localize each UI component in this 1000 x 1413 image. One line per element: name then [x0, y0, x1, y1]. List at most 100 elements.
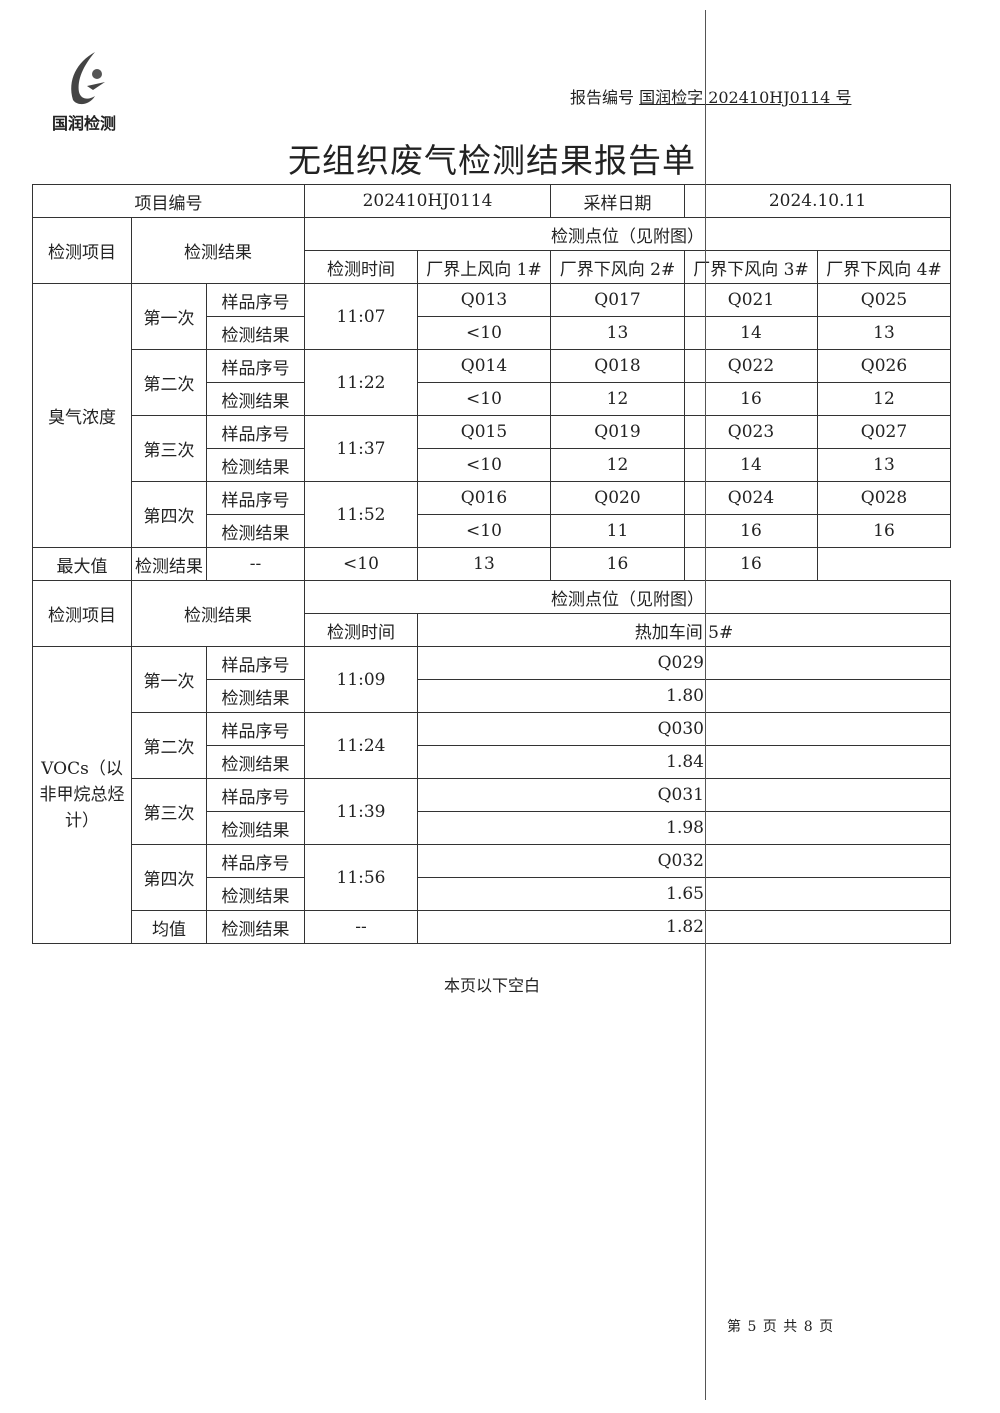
result-value: 13: [817, 316, 951, 350]
round-label: 第三次: [131, 778, 207, 845]
result-value: 16: [684, 382, 818, 416]
table-row: 检测结果 <10 12 14 13: [33, 448, 951, 482]
time-value: 11:56: [304, 844, 418, 911]
max-value: 16: [550, 547, 685, 581]
sample-id: Q013: [417, 283, 551, 317]
time-value: 11:39: [304, 778, 418, 845]
item-header: 检测项目: [32, 217, 132, 284]
sample-id: Q030: [417, 712, 951, 746]
table-row: 第四次 样品序号 11:56 Q032: [33, 844, 951, 911]
table-row: 检测时间 热加车间 5#: [33, 613, 951, 647]
mean-value: 1.82: [417, 910, 951, 944]
table-row: 检测项目 检测结果 检测点位（见附图）: [32, 217, 951, 284]
item-name: 臭气浓度: [32, 283, 132, 548]
sample-label: 样品序号: [206, 481, 305, 515]
sample-id: Q022: [684, 349, 818, 383]
item-header: 检测项目: [32, 580, 132, 647]
result-label: 检测结果: [206, 679, 305, 713]
sampling-date-label: 采样日期: [550, 184, 685, 218]
sample-label: 样品序号: [206, 778, 305, 812]
sampling-date-value: 2024.10.11: [684, 184, 951, 218]
round-label: 第二次: [131, 349, 207, 416]
result-label: 检测结果: [206, 811, 305, 845]
result-label: 检测结果: [206, 514, 305, 548]
table-row: 检测结果 1.65: [33, 877, 951, 911]
point-header: 厂界上风向 1#: [417, 250, 551, 284]
result-label: 检测结果: [131, 547, 207, 581]
result-value: 1.84: [417, 745, 951, 779]
sample-label: 样品序号: [206, 349, 305, 383]
sample-id: Q017: [550, 283, 685, 317]
result-value: <10: [417, 382, 551, 416]
report-number-value: 国润检字 202410HJ0114 号: [639, 88, 852, 107]
result-value: 11: [550, 514, 685, 548]
sample-id: Q016: [417, 481, 551, 515]
table-row: 检测结果 <10 12 16 12: [33, 382, 951, 416]
round-label: 第一次: [131, 646, 207, 713]
sample-label: 样品序号: [206, 844, 305, 878]
result-value: 16: [684, 514, 818, 548]
results-table: 项目编号 202410HJ0114 采样日期 2024.10.11 检测项目 检测结果 检测…: [32, 184, 951, 944]
result-value: 14: [684, 316, 818, 350]
result-value: 12: [550, 448, 685, 482]
result-value: 13: [550, 316, 685, 350]
result-header: 检测结果: [131, 217, 305, 284]
sample-id: Q020: [550, 481, 685, 515]
max-value: <10: [304, 547, 418, 581]
time-header: 检测时间: [304, 613, 418, 647]
result-value: 1.98: [417, 811, 951, 845]
result-label: 检测结果: [206, 877, 305, 911]
result-label: 检测结果: [206, 448, 305, 482]
result-value: <10: [417, 514, 551, 548]
sample-id: Q032: [417, 844, 951, 878]
report-number-label: 报告编号: [570, 88, 635, 107]
sample-id: Q028: [817, 481, 951, 515]
round-label: 第四次: [131, 844, 207, 911]
sample-id: Q019: [550, 415, 685, 449]
result-value: <10: [417, 316, 551, 350]
time-value: 11:24: [304, 712, 418, 779]
result-label: 检测结果: [206, 745, 305, 779]
time-header: 检测时间: [304, 250, 418, 284]
sample-id: Q015: [417, 415, 551, 449]
scan-artifact-line: [705, 10, 706, 1400]
max-value: 16: [684, 547, 818, 581]
project-number-value: 202410HJ0114: [304, 184, 551, 218]
sample-label: 样品序号: [206, 415, 305, 449]
table-row: 第二次 样品序号 11:22 Q014 Q018 Q022 Q026: [33, 349, 951, 416]
table-row: 第三次 样品序号 11:37 Q015 Q019 Q023 Q027: [33, 415, 951, 482]
table-row: 项目编号 202410HJ0114 采样日期 2024.10.11: [32, 184, 951, 218]
sample-id: Q029: [417, 646, 951, 680]
result-label: 检测结果: [206, 382, 305, 416]
report-number: 报告编号 国润检字 202410HJ0114 号: [570, 84, 851, 108]
blank-note: 本页以下空白: [443, 976, 540, 995]
time-value: 11:09: [304, 646, 418, 713]
table-row: 检测时间 厂界上风向 1# 厂界下风向 2# 厂界下风向 3# 厂界下风向 4#: [33, 250, 951, 284]
point-header: 热加车间 5#: [417, 613, 951, 647]
page-title: 无组织废气检测结果报告单: [288, 141, 696, 180]
table-row: 检测项目 检测结果 检测点位（见附图）: [32, 580, 951, 647]
table-row: 检测结果 <10 11 16 16: [33, 514, 951, 548]
time-value: --: [304, 910, 418, 944]
result-value: 1.65: [417, 877, 951, 911]
point-header: 厂界下风向 3#: [684, 250, 818, 284]
round-label: 第三次: [131, 415, 207, 482]
table-row: 检测结果 <10 13 14 13: [33, 316, 951, 350]
result-value: <10: [417, 448, 551, 482]
time-value: 11:07: [304, 283, 418, 350]
points-header: 检测点位（见附图）: [304, 217, 951, 251]
table-row: 均值 检测结果 -- 1.82: [33, 910, 951, 944]
sample-label: 样品序号: [206, 712, 305, 746]
table-row: 最大值 检测结果 -- <10 13 16 16: [32, 547, 951, 581]
result-header: 检测结果: [131, 580, 305, 647]
result-value: 13: [817, 448, 951, 482]
point-header: 厂界下风向 2#: [550, 250, 685, 284]
sample-label: 样品序号: [206, 283, 305, 317]
guorun-logo-icon: [71, 52, 105, 105]
sample-id: Q027: [817, 415, 951, 449]
project-number-label: 项目编号: [32, 184, 305, 218]
table-row: VOCs（以非甲烷总烃计） 第一次 样品序号 11:09 Q029: [32, 646, 951, 944]
max-value: 13: [417, 547, 551, 581]
sample-id: Q026: [817, 349, 951, 383]
logo-text: 国润检测: [51, 114, 116, 133]
